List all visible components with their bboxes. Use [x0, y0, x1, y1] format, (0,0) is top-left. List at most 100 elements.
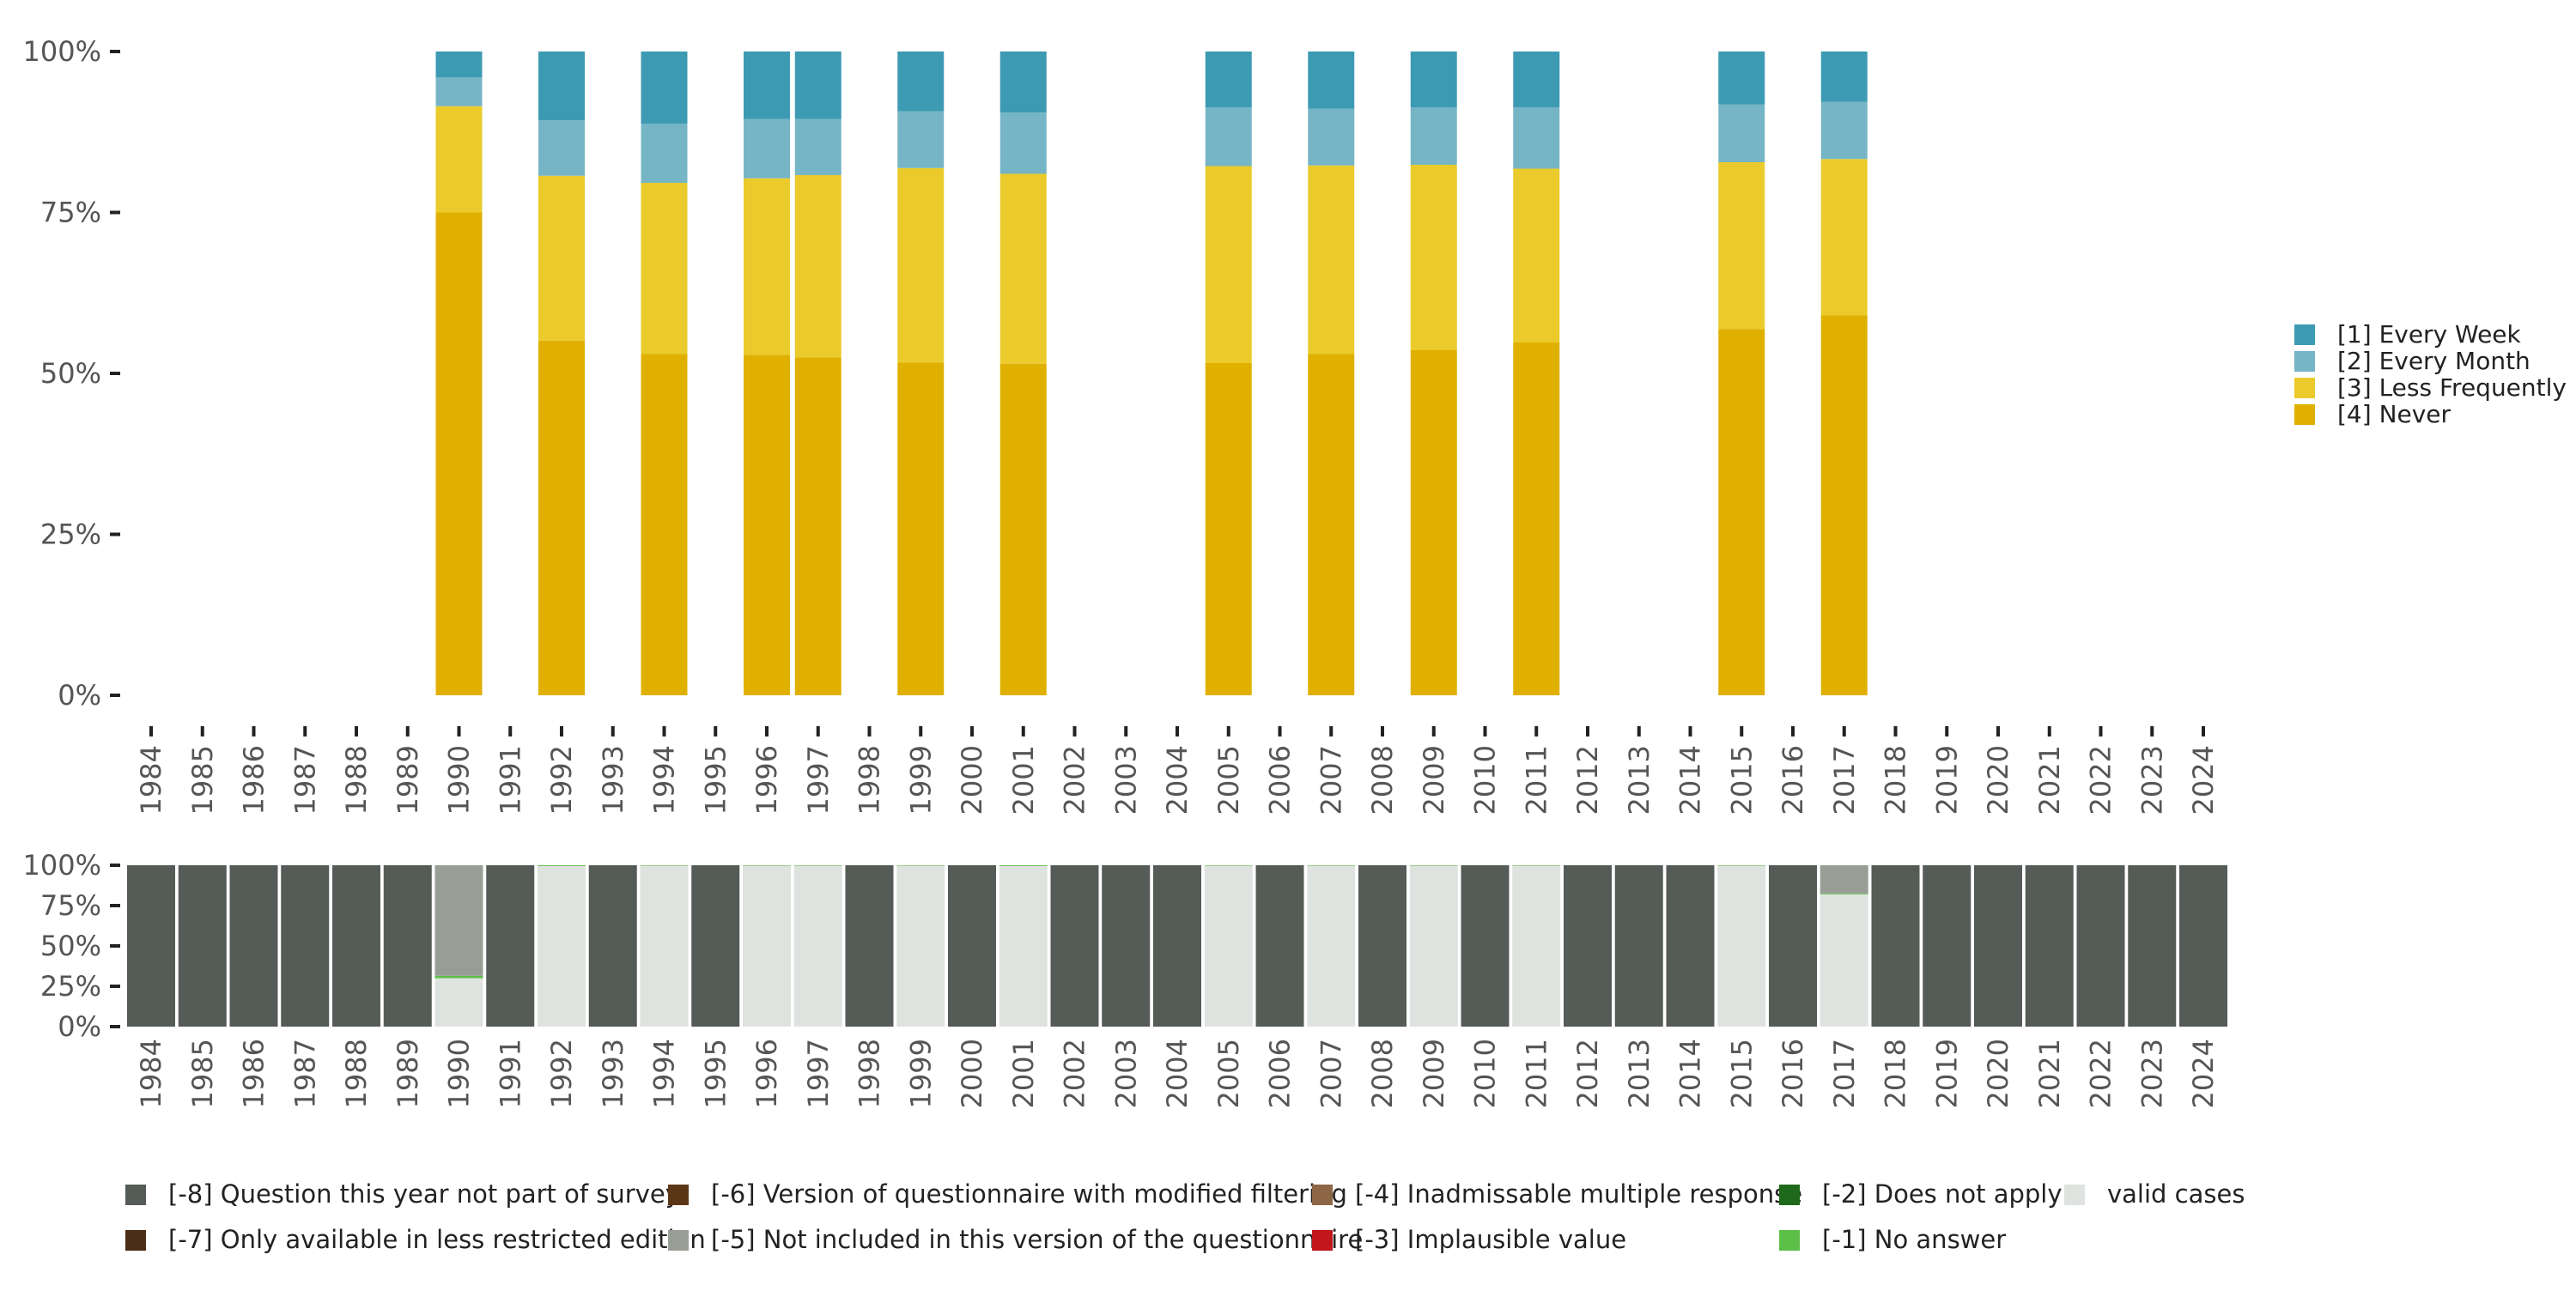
bar-segment [434, 975, 483, 979]
legend-label: [4] Never [2337, 400, 2451, 428]
bar-segment [1923, 865, 1971, 1027]
x-tick-label: 2011 [1520, 745, 1552, 815]
x-tick-label: 2004 [1161, 1039, 1194, 1108]
bar-segment [2025, 865, 2074, 1027]
bar-segment [435, 77, 483, 106]
bar-segment [641, 183, 688, 355]
x-tick-label: 2005 [1212, 745, 1245, 815]
bar-segment [1410, 165, 1457, 350]
x-tick-label: 1999 [904, 1039, 937, 1108]
x-tick-label: 2021 [2033, 745, 2066, 815]
y-tick-label: 100% [23, 35, 101, 68]
x-tick-label: 2021 [2033, 1039, 2066, 1108]
x-tick-label: 2022 [2085, 1039, 2117, 1108]
bar-segment [1102, 865, 1151, 1027]
bar-segment [1205, 107, 1252, 167]
bar-segment [2128, 865, 2177, 1027]
bar-segment [1718, 104, 1765, 162]
x-tick-label: 2014 [1674, 745, 1707, 815]
bar-segment [538, 865, 586, 1027]
bar-segment [999, 865, 1048, 866]
y-tick-label: 0% [58, 679, 101, 712]
x-tick-label: 2007 [1315, 745, 1347, 815]
legend-swatch [125, 1230, 146, 1251]
bar-segment [897, 167, 945, 363]
x-tick-label: 2012 [1571, 1039, 1604, 1108]
x-tick-label: 2004 [1161, 745, 1194, 815]
bar-segment [435, 52, 483, 77]
bar-segment [1718, 162, 1765, 330]
x-tick-label: 2014 [1674, 1039, 1707, 1108]
bar-segment [897, 52, 945, 112]
bar-segment [435, 106, 483, 213]
bar-segment [1718, 329, 1765, 695]
bar-segment [641, 52, 688, 124]
legend-label: valid cases [2107, 1179, 2245, 1209]
bottom-legend: [-8] Question this year not part of surv… [125, 1179, 2245, 1254]
bar-segment [1820, 865, 1868, 894]
legend-swatch [2294, 404, 2315, 425]
y-tick-label: 50% [40, 357, 101, 390]
y-tick-label: 0% [58, 1010, 101, 1043]
bar-segment [896, 865, 945, 866]
x-tick-label: 2009 [1418, 745, 1450, 815]
bar-segment [1513, 52, 1560, 108]
x-tick-label: 2011 [1520, 1039, 1552, 1108]
legend-label: [3] Less Frequently [2337, 373, 2567, 402]
legend-swatch [1779, 1185, 1800, 1205]
x-tick-label: 1993 [597, 1039, 629, 1108]
bar-segment [1307, 865, 1356, 866]
x-tick-label: 2018 [1880, 745, 1912, 815]
bar-segment [896, 865, 945, 1027]
bar-segment [640, 865, 689, 866]
bar-segment [845, 865, 894, 1027]
bar-segment [1820, 315, 1868, 695]
legend-label: [-3] Implausible value [1355, 1225, 1626, 1254]
bar-segment [127, 865, 175, 1027]
legend-swatch [1312, 1185, 1333, 1205]
x-tick-label: 1995 [699, 1039, 732, 1108]
bar-segment [744, 178, 790, 355]
bar-segment [1871, 865, 1920, 1027]
legend-swatch [2294, 351, 2315, 372]
bar-segment [1205, 363, 1252, 695]
x-tick-label: 1998 [854, 1039, 886, 1108]
x-tick-label: 2010 [1469, 1039, 1502, 1108]
bar-segment [999, 52, 1047, 113]
y-tick-label: 25% [40, 518, 101, 551]
bar-segment [794, 357, 841, 695]
bar-segment [794, 52, 841, 119]
x-tick-label: 1986 [238, 1039, 270, 1108]
x-tick-label: 2020 [1982, 1039, 2014, 1108]
x-tick-label: 2001 [1007, 745, 1040, 815]
bar-segment [435, 212, 483, 695]
bar-segment [1050, 865, 1099, 1027]
bar-segment [434, 978, 483, 1027]
bar-segment [640, 865, 689, 1027]
x-tick-label: 2008 [1366, 745, 1399, 815]
bar-segment [538, 865, 586, 866]
bar-segment [1717, 865, 1766, 1027]
bar-segment [1820, 159, 1868, 316]
x-tick-label: 2006 [1264, 1039, 1297, 1108]
legend-swatch [668, 1185, 689, 1205]
bar-segment [538, 175, 585, 341]
x-tick-label: 1991 [494, 1039, 526, 1108]
bar-segment [948, 865, 996, 1027]
legend-label: [-8] Question this year not part of surv… [168, 1179, 680, 1209]
bar-segment [743, 865, 791, 866]
x-tick-label: 1988 [340, 1039, 373, 1108]
bar-segment [744, 52, 790, 119]
bar-segment [999, 112, 1047, 174]
bar-segment [744, 355, 790, 695]
bar-segment [1820, 894, 1868, 1027]
x-tick-label: 2000 [956, 1039, 988, 1108]
legend-swatch [2294, 378, 2315, 398]
bar-segment [897, 111, 945, 168]
bar-segment [793, 865, 842, 1027]
bar-segment [794, 175, 841, 358]
bar-segment [538, 120, 585, 176]
x-tick-label: 1999 [904, 745, 937, 815]
bar-segment [999, 173, 1047, 364]
